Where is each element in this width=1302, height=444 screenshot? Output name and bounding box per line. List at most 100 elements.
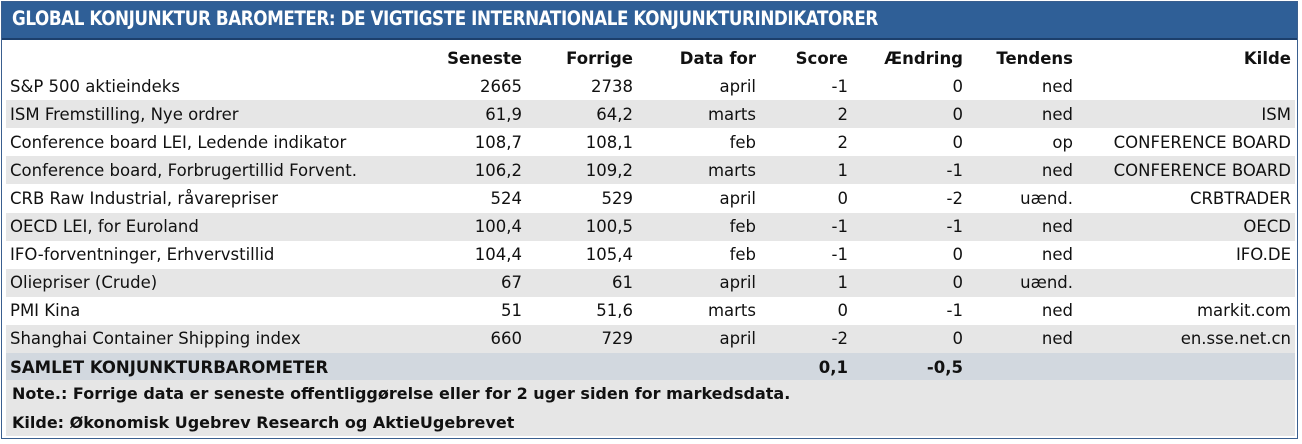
header-indicator	[6, 44, 426, 72]
indicator-name: IFO-forventninger, Erhvervstillid	[10, 245, 275, 265]
indicator-name: OECD LEI, for Euroland	[10, 217, 199, 237]
aendring-value: -1	[946, 301, 963, 321]
header-seneste: Seneste	[447, 48, 522, 68]
indicator-table: Seneste Forrige Data for Score Ændring T…	[6, 44, 1295, 382]
data-for-value: marts	[707, 301, 756, 321]
table-row: Oliepriser (Crude) 67 61 april 1 0 uænd.	[6, 268, 1295, 297]
table-row: Shanghai Container Shipping index 660 72…	[6, 324, 1295, 354]
header-score: Score	[795, 48, 848, 68]
forrige-value: 51,6	[596, 301, 633, 321]
header-kilde: Kilde	[1243, 48, 1291, 68]
table-row: OECD LEI, for Euroland 100,4 100,5 feb -…	[6, 212, 1295, 241]
total-aendring: -0,5	[926, 357, 963, 377]
seneste-value: 104,4	[474, 245, 522, 265]
table-row: CRB Raw Industrial, råvarepriser 524 529…	[6, 184, 1295, 212]
kilde-value	[1077, 269, 1295, 297]
forrige-value: 100,5	[585, 217, 633, 237]
score-value: -1	[831, 76, 848, 96]
seneste-value: 67	[501, 273, 522, 293]
indicator-name: Conference board LEI, Ledende indikator	[10, 132, 347, 152]
data-for-value: feb	[729, 132, 756, 152]
forrige-value: 64,2	[596, 104, 633, 124]
seneste-value: 524	[490, 189, 523, 209]
seneste-value: 660	[490, 329, 523, 349]
page-title: Global Konjunktur Barometer: De vigtigst…	[12, 7, 878, 30]
tendens-value: uænd.	[1020, 273, 1073, 293]
score-value: 2	[837, 132, 849, 152]
tendens-value: ned	[1041, 104, 1073, 124]
forrige-value: 729	[601, 329, 634, 349]
data-for-value: feb	[729, 217, 756, 237]
header-forrige: Forrige	[566, 48, 633, 68]
kilde-value: CRBTRADER	[1189, 189, 1291, 209]
total-forrige	[526, 353, 637, 381]
aendring-value: -2	[946, 189, 963, 209]
table-row: PMI Kina 51 51,6 marts 0 -1 ned markit.c…	[6, 297, 1295, 325]
tendens-value: ned	[1041, 160, 1073, 180]
aendring-value: 0	[952, 329, 964, 349]
total-score: 0,1	[818, 357, 848, 377]
forrige-value: 529	[601, 189, 634, 209]
header-data-for: Data for	[679, 48, 756, 68]
seneste-value: 106,2	[474, 160, 522, 180]
score-value: -1	[831, 245, 848, 265]
kilde-value: CONFERENCE BOARD	[1113, 132, 1291, 152]
indicator-name: Shanghai Container Shipping index	[10, 329, 301, 349]
data-for-value: feb	[729, 245, 756, 265]
title-bar: Global Konjunktur Barometer: De vigtigst…	[2, 2, 1297, 40]
forrige-value: 2738	[591, 76, 633, 96]
aendring-value: 0	[952, 104, 964, 124]
total-label: SAMLET KONJUNKTURBAROMETER	[10, 357, 329, 377]
aendring-value: 0	[952, 76, 964, 96]
table-row: Conference board LEI, Ledende indikator …	[6, 128, 1295, 156]
kilde-value: OECD	[1243, 217, 1291, 237]
indicator-name: S&P 500 aktieindeks	[10, 76, 180, 96]
aendring-value: 0	[952, 273, 964, 293]
footnote-source: Kilde: Økonomisk Ugebrev Research og Akt…	[12, 413, 515, 432]
tendens-value: ned	[1041, 76, 1073, 96]
score-value: 1	[837, 160, 849, 180]
total-tendens	[967, 353, 1077, 381]
data-for-value: april	[719, 189, 756, 209]
tendens-value: ned	[1041, 217, 1073, 237]
forrige-value: 108,1	[585, 132, 633, 152]
score-value: 2	[837, 104, 849, 124]
footnote-area: Note.: Forrige data er seneste offentlig…	[6, 380, 1295, 436]
score-value: -2	[831, 329, 848, 349]
tendens-value: ned	[1041, 329, 1073, 349]
data-for-value: april	[719, 76, 756, 96]
aendring-value: 0	[952, 132, 964, 152]
aendring-value: -1	[946, 160, 963, 180]
seneste-value: 108,7	[474, 132, 522, 152]
total-row: SAMLET KONJUNKTURBAROMETER 0,1 -0,5	[6, 353, 1295, 382]
kilde-value: ISM	[1261, 104, 1291, 124]
total-data-for	[637, 353, 760, 381]
table-header-row: Seneste Forrige Data for Score Ændring T…	[6, 44, 1295, 72]
seneste-value: 51	[501, 301, 522, 321]
tendens-value: op	[1052, 132, 1073, 152]
data-for-value: april	[719, 273, 756, 293]
data-for-value: april	[719, 329, 756, 349]
header-aendring: Ændring	[884, 48, 963, 68]
score-value: 1	[837, 273, 849, 293]
indicator-name: CRB Raw Industrial, råvarepriser	[10, 189, 279, 209]
kilde-value: en.sse.net.cn	[1180, 329, 1291, 349]
seneste-value: 61,9	[485, 104, 522, 124]
data-for-value: marts	[707, 104, 756, 124]
header-tendens: Tendens	[996, 48, 1073, 68]
seneste-value: 100,4	[474, 217, 522, 237]
kilde-value	[1077, 72, 1295, 100]
score-value: 0	[837, 189, 849, 209]
score-value: -1	[831, 217, 848, 237]
forrige-value: 109,2	[585, 160, 633, 180]
aendring-value: 0	[952, 245, 964, 265]
tendens-value: ned	[1041, 245, 1073, 265]
data-for-value: marts	[707, 160, 756, 180]
indicator-name: PMI Kina	[10, 301, 81, 321]
kilde-value: IFO.DE	[1235, 245, 1291, 265]
tendens-value: ned	[1041, 301, 1073, 321]
footnote-note: Note.: Forrige data er seneste offentlig…	[12, 384, 791, 403]
kilde-value: markit.com	[1196, 301, 1291, 321]
indicator-name: Conference board, Forbrugertillid Forven…	[10, 160, 357, 180]
